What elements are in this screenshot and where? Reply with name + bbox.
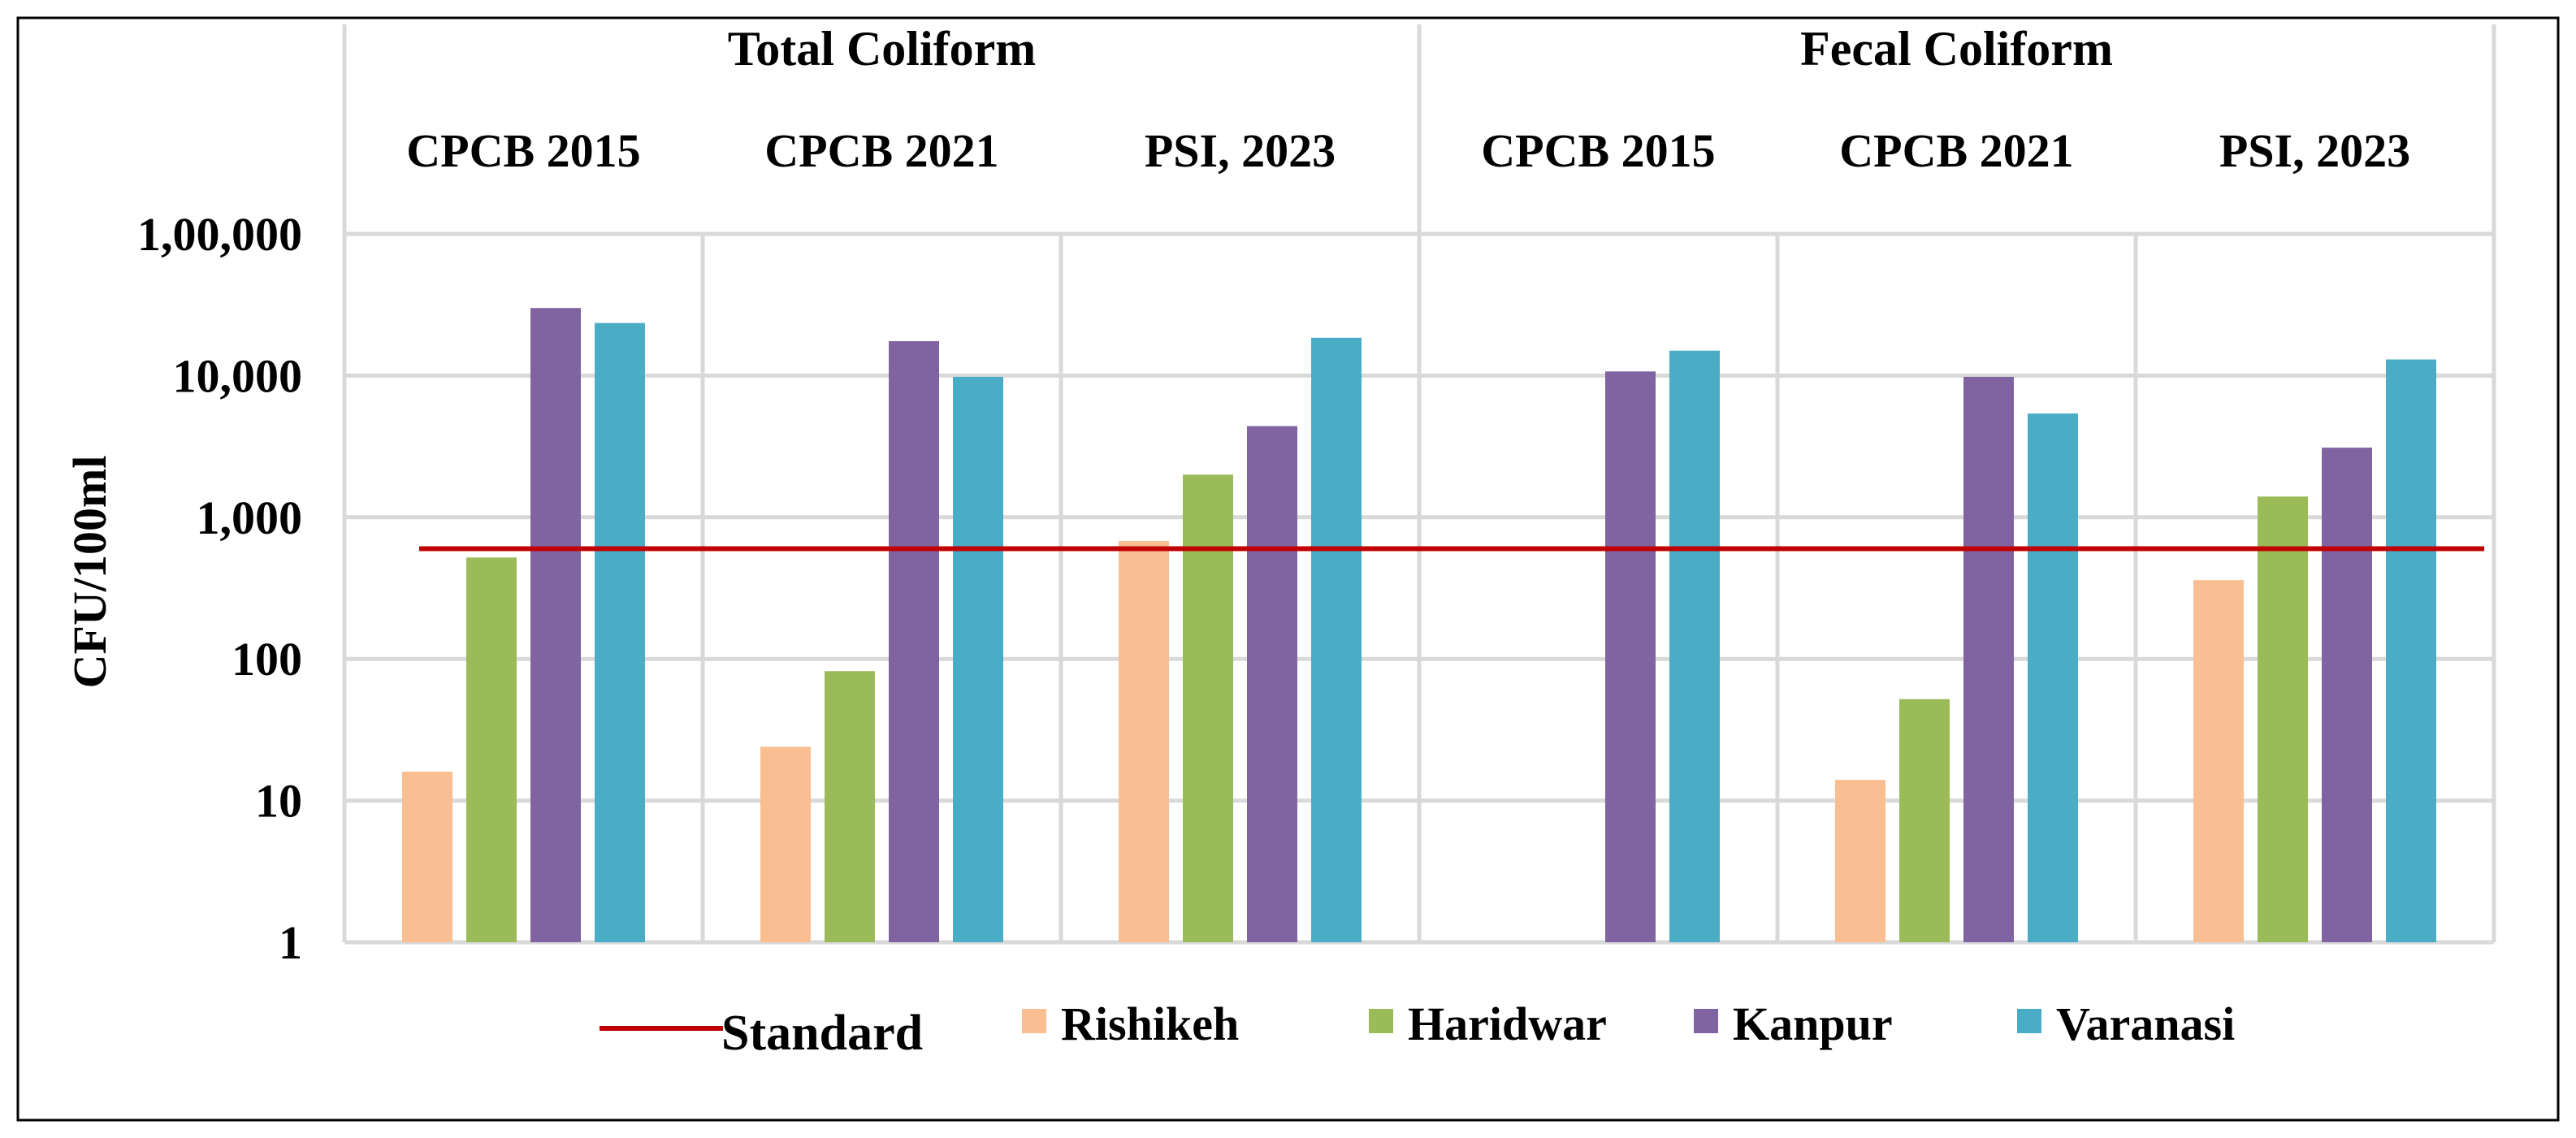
y-tick-label: 1,00,000 (137, 208, 302, 261)
category-label: CPCB 2015 (1481, 124, 1715, 177)
legend-item-varanasi: Varanasi (2017, 997, 2235, 1050)
legend-swatch-haridwar (1369, 1009, 1393, 1033)
bar-varanasi (1669, 350, 1720, 942)
bar-haridwar (466, 557, 517, 942)
bar-haridwar (2258, 496, 2308, 942)
legend-item-standard: Standard (600, 1006, 923, 1061)
bar-varanasi (1311, 337, 1362, 942)
bar-varanasi (953, 376, 1003, 942)
bar-kanpur (1605, 371, 1656, 942)
bar-kanpur (1963, 376, 2014, 942)
bar-rishikeh (1119, 541, 1169, 942)
bar-kanpur (2322, 448, 2372, 942)
bar-haridwar (825, 671, 875, 942)
bar-varanasi (2028, 413, 2078, 942)
y-tick-label: 10 (255, 775, 302, 828)
bar-rishikeh (2193, 580, 2244, 942)
bar-rishikeh (1835, 780, 1885, 942)
y-tick-label: 10,000 (173, 349, 303, 402)
legend-label-kanpur: Kanpur (1733, 997, 1893, 1050)
category-label: PSI, 2023 (2219, 124, 2410, 177)
bar-kanpur (889, 341, 939, 942)
legend-item-haridwar: Haridwar (1369, 997, 1607, 1050)
legend-swatch-rishikeh (1022, 1009, 1046, 1033)
category-label: PSI, 2023 (1145, 124, 1336, 177)
chart-border (16, 16, 2560, 1122)
legend-item-kanpur: Kanpur (1694, 997, 1893, 1050)
y-axis-title: CFU/100ml (63, 456, 116, 689)
bar-kanpur (1247, 426, 1297, 942)
y-tick-label: 1,000 (197, 491, 303, 544)
bar-rishikeh (402, 772, 452, 942)
legend-label-rishikeh: Rishikeh (1061, 997, 1239, 1050)
bar-haridwar (1899, 699, 1950, 942)
bar-haridwar (1183, 474, 1233, 942)
legend-swatch-kanpur (1694, 1009, 1718, 1033)
legend-label-varanasi: Varanasi (2056, 997, 2235, 1050)
bar-varanasi (595, 322, 645, 942)
bar-varanasi (2386, 359, 2436, 942)
bar-kanpur (530, 308, 581, 942)
category-label: CPCB 2015 (406, 124, 640, 177)
group-label: Total Coliform (728, 22, 1036, 76)
legend-label-haridwar: Haridwar (1408, 997, 1607, 1050)
y-tick-label: 100 (232, 633, 302, 686)
legend-label-standard: Standard (721, 1006, 923, 1061)
y-tick-label: 1 (279, 916, 302, 969)
bar-rishikeh (760, 746, 811, 942)
legend-item-rishikeh: Rishikeh (1022, 997, 1239, 1050)
group-label: Fecal Coliform (1800, 22, 2113, 76)
category-label: CPCB 2021 (764, 124, 998, 177)
category-label: CPCB 2021 (1839, 124, 2073, 177)
legend-swatch-varanasi (2017, 1009, 2041, 1033)
